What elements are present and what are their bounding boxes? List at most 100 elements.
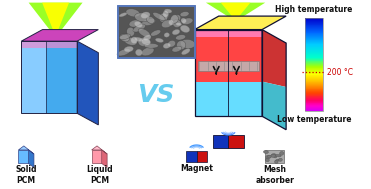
Polygon shape [42,3,69,32]
Ellipse shape [164,33,169,37]
Bar [305,19,323,20]
Bar [305,88,323,89]
Ellipse shape [138,37,151,46]
Bar [305,101,323,102]
Ellipse shape [176,23,181,26]
Bar [305,109,323,110]
Text: High temperature: High temperature [275,5,353,14]
Bar [305,39,323,40]
Ellipse shape [274,156,277,158]
Bar [305,83,323,84]
Bar [305,35,323,36]
Bar [305,41,323,42]
Polygon shape [228,135,244,148]
Bar [305,61,323,62]
Bar [305,56,323,57]
Ellipse shape [172,46,182,52]
Ellipse shape [144,35,151,40]
Ellipse shape [276,154,281,157]
Polygon shape [195,30,262,82]
Bar [305,36,323,37]
Ellipse shape [266,155,271,159]
Bar [305,64,323,65]
Ellipse shape [279,158,282,161]
Bar [305,92,323,93]
Bar [305,81,323,82]
Polygon shape [21,30,98,41]
Bar [305,55,323,56]
Bar [305,66,323,67]
Ellipse shape [127,27,135,36]
Bar [305,90,323,91]
Bar [305,29,323,30]
Bar [305,57,323,58]
Polygon shape [262,82,286,130]
Text: VS: VS [137,83,175,107]
Ellipse shape [141,39,150,45]
Ellipse shape [172,29,180,35]
Text: Low temperature: Low temperature [277,115,351,124]
Ellipse shape [168,40,175,47]
Ellipse shape [271,154,276,157]
Bar [305,23,323,24]
Bar [305,73,323,74]
Ellipse shape [169,20,174,25]
Bar [305,76,323,77]
Ellipse shape [173,19,181,28]
Bar [305,31,323,32]
Bar [305,47,323,48]
Bar [305,43,323,44]
Bar [305,77,323,78]
Bar [305,48,323,49]
Polygon shape [262,30,286,87]
Bar [305,53,323,54]
Polygon shape [195,16,286,30]
Polygon shape [92,150,102,163]
Bar [305,50,323,51]
Bar [305,110,323,111]
Bar [305,84,323,85]
Bar [305,104,323,105]
Ellipse shape [263,150,268,153]
Ellipse shape [141,47,154,56]
Bar [305,45,323,46]
Ellipse shape [180,25,190,32]
Bar [305,97,323,98]
Polygon shape [21,41,46,113]
Bar [305,65,323,66]
Ellipse shape [159,13,168,22]
Bar [305,58,323,59]
Bar [305,24,323,25]
Bar [305,37,323,38]
Ellipse shape [131,37,138,43]
Polygon shape [221,3,250,18]
Bar [305,63,323,64]
Bar [305,96,323,97]
Ellipse shape [129,20,141,27]
Ellipse shape [164,9,172,13]
Ellipse shape [141,12,150,19]
Bar [305,97,323,98]
Bar [305,18,323,112]
Polygon shape [29,150,34,167]
Ellipse shape [265,158,269,162]
Text: Liquid
PCM: Liquid PCM [86,165,113,185]
Ellipse shape [180,12,189,17]
Bar [305,21,323,22]
Ellipse shape [171,15,178,23]
Ellipse shape [126,9,140,17]
Bar [305,40,323,41]
Ellipse shape [182,49,190,55]
Ellipse shape [159,13,169,20]
Ellipse shape [151,30,161,36]
Bar [305,108,323,109]
Bar [305,89,323,90]
Ellipse shape [147,16,155,23]
Ellipse shape [155,38,163,42]
Polygon shape [19,146,34,154]
Bar [305,42,323,43]
Bar [305,91,323,92]
Text: Magnet: Magnet [180,164,213,173]
Text: 200 °C: 200 °C [326,68,352,77]
Polygon shape [102,150,107,167]
